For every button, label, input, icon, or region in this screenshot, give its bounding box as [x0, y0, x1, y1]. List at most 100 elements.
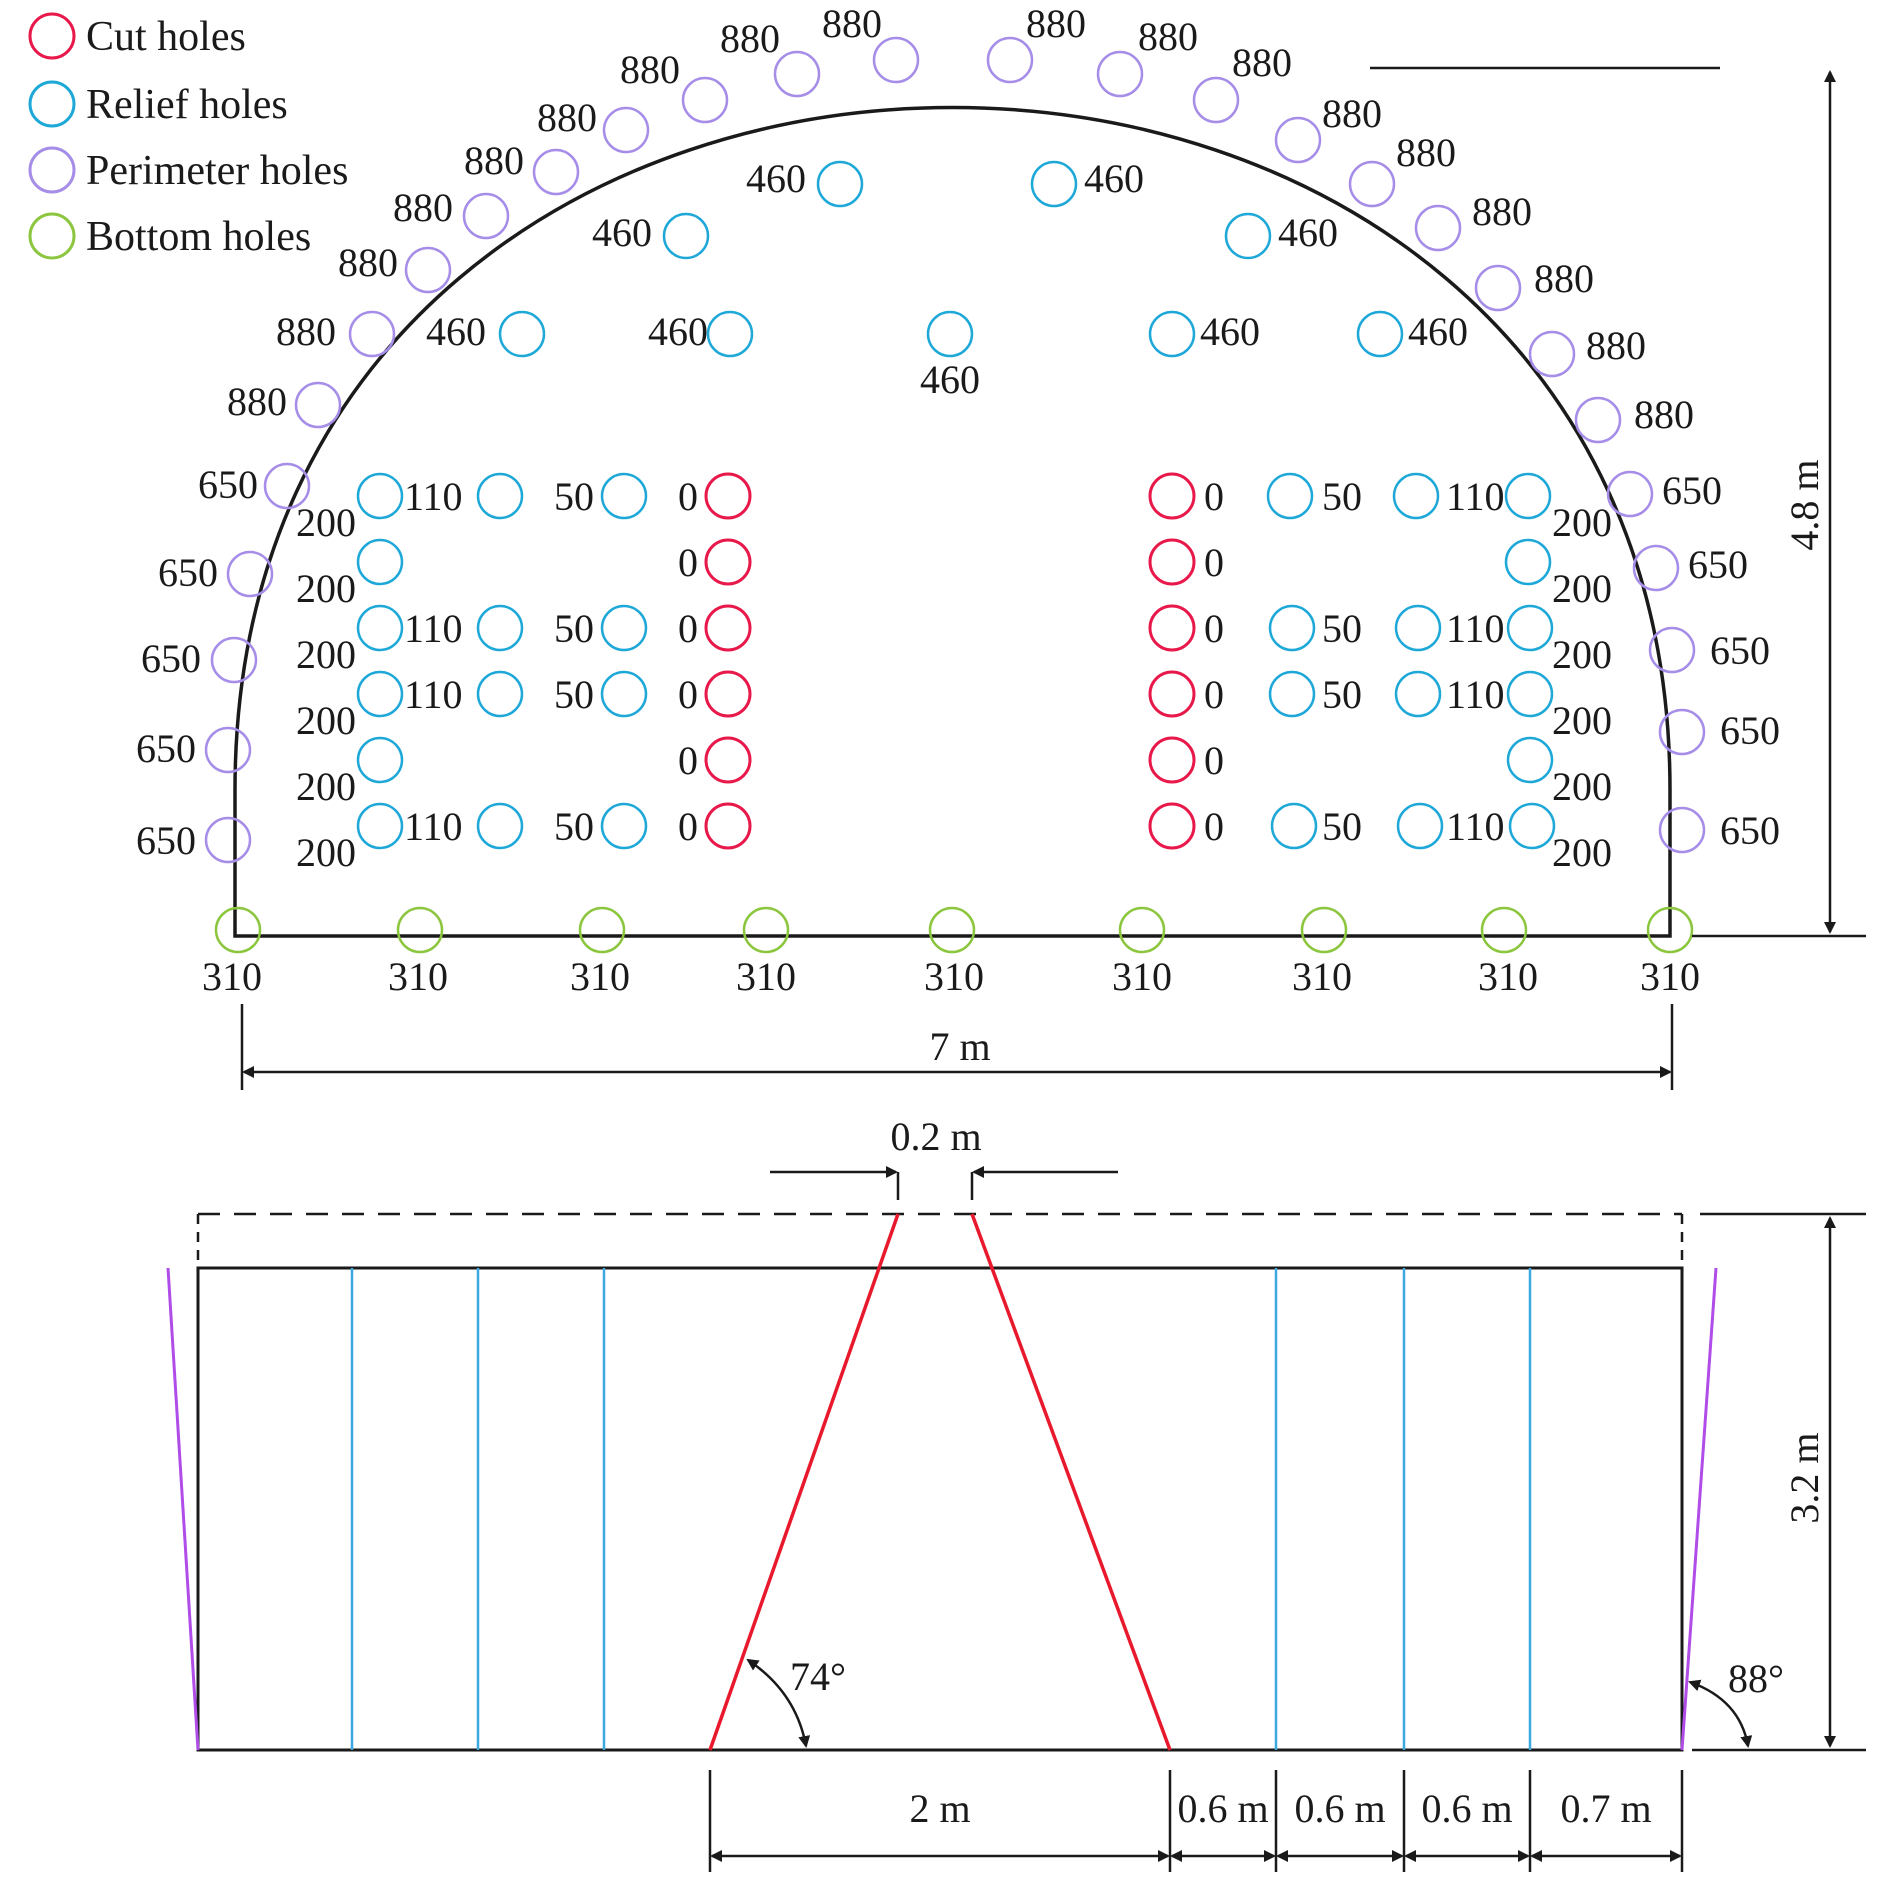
relief-hole: [356, 670, 404, 718]
legend: Cut holes Relief holes Perimeter holes B…: [28, 12, 348, 260]
bottom-hole: [928, 906, 976, 954]
perimeter-hole-label: 650: [1662, 468, 1722, 513]
relief-hole: [1506, 736, 1554, 784]
relief-hole: [1394, 604, 1442, 652]
perimeter-hole: [986, 36, 1034, 84]
cut-hole: [704, 538, 752, 586]
relief-hole: [1356, 310, 1404, 358]
relief-hole-label: 110: [1446, 474, 1505, 519]
bottom-holes: 310 310 310 310 310 310 310 310 310: [202, 906, 1700, 999]
relief-hole: [1270, 802, 1318, 850]
relief-hole: [706, 310, 754, 358]
relief-hole-label: 460: [1200, 309, 1260, 354]
cut-hole-label: 0: [678, 804, 698, 849]
relief-hole-label: 460: [648, 309, 708, 354]
relief-hole: [356, 604, 404, 652]
perimeter-hole: [1414, 204, 1462, 252]
relief-hole: [356, 538, 404, 586]
cut-holes-left: 0 0 0 0 0 0: [678, 472, 752, 850]
bottom-hole-label: 310: [388, 954, 448, 999]
relief-hole-label: 460: [1084, 156, 1144, 201]
perimeter-hole-label: 650: [198, 462, 258, 507]
perimeter-hole: [210, 636, 258, 684]
perimeter-hole-label: 650: [1688, 542, 1748, 587]
legend-item-cut: Cut holes: [28, 12, 246, 60]
perimeter-hole: [1274, 116, 1322, 164]
cut-hole-label: 0: [1204, 804, 1224, 849]
relief-hole-label: 50: [554, 672, 594, 717]
relief-hole: [1508, 802, 1556, 850]
cut-hole-label: 0: [678, 738, 698, 783]
relief-hole: [816, 160, 864, 208]
perimeter-hole-label: 880: [1586, 323, 1646, 368]
depth-dimension-label: 3.2 m: [1782, 1432, 1827, 1523]
relief-hole-label: 110: [404, 804, 463, 849]
bottom-hole-label: 310: [1478, 954, 1538, 999]
cut-hole: [704, 670, 752, 718]
relief-hole: [476, 604, 524, 652]
perimeter-hole: [1606, 470, 1654, 518]
relief-hole-label: 110: [404, 474, 463, 519]
perimeter-hole: [1658, 708, 1706, 756]
bottom-hole-label: 310: [1112, 954, 1172, 999]
cut-hole-label: 0: [678, 672, 698, 717]
relief-hole: [662, 212, 710, 260]
perimeter-hole: [1474, 264, 1522, 312]
relief-hole-label: 50: [554, 606, 594, 651]
relief-hole-label: 50: [1322, 474, 1362, 519]
relief-hole: [356, 736, 404, 784]
cut-hole-label: 0: [678, 606, 698, 651]
tunnel-section-outline: [233, 105, 1672, 938]
width-dimension-label: 7 m: [929, 1024, 990, 1069]
cut-hole-label: 0: [678, 474, 698, 519]
perimeter-hole-label: 880: [720, 16, 780, 61]
spacing-label: 0.6 m: [1177, 1786, 1268, 1831]
relief-hole: [356, 802, 404, 850]
relief-hole-label: 110: [1446, 672, 1505, 717]
cut-gap-dimension: [770, 1166, 1118, 1200]
perimeter-hole: [1658, 806, 1706, 854]
cut-hole-line-right: [970, 1213, 1172, 1751]
perimeter-hole: [404, 246, 452, 294]
relief-hole-label: 50: [554, 804, 594, 849]
height-dimension: [1370, 66, 1866, 938]
bottom-hole: [742, 906, 790, 954]
perimeter-hole-label: 880: [822, 1, 882, 46]
relief-hole-label: 110: [404, 606, 463, 651]
relief-hole-label: 50: [1322, 606, 1362, 651]
relief-hole-label: 200: [1552, 566, 1612, 611]
relief-hole: [1506, 604, 1554, 652]
relief-columns-left: 200 200 200 200 200 200 110 110 110 110 …: [296, 472, 648, 875]
bottom-hole: [1300, 906, 1348, 954]
perimeter-hole-label: 650: [136, 726, 196, 771]
relief-hole-label: 200: [1552, 830, 1612, 875]
depth-dimension: [1692, 1212, 1866, 1752]
relief-hole-label: 200: [296, 764, 356, 809]
relief-columns-right: 50 50 50 50 110 110 110 110 200 200 200 …: [1266, 472, 1612, 875]
perimeter-hole-label: 880: [1472, 189, 1532, 234]
cut-hole: [704, 472, 752, 520]
cut-hole-label: 0: [1204, 606, 1224, 651]
relief-hole-label: 460: [746, 156, 806, 201]
legend-swatch-perimeter: [28, 146, 76, 194]
perimeter-hole-label: 880: [464, 138, 524, 183]
relief-hole: [1268, 604, 1316, 652]
perimeter-hole: [1528, 330, 1576, 378]
relief-hole-label: 200: [1552, 698, 1612, 743]
relief-hole: [498, 310, 546, 358]
cut-hole-label: 0: [678, 540, 698, 585]
perimeter-hole: [226, 550, 274, 598]
perimeter-hole: [681, 76, 729, 124]
bottom-hole: [396, 906, 444, 954]
perimeter-hole: [204, 816, 252, 864]
cut-hole-label: 0: [1204, 540, 1224, 585]
relief-hole-label: 50: [1322, 672, 1362, 717]
cut-hole: [704, 604, 752, 652]
relief-hole-label: 110: [1446, 606, 1505, 651]
perimeter-hole-label: 880: [620, 47, 680, 92]
relief-hole: [476, 472, 524, 520]
relief-hole-label: 200: [1552, 500, 1612, 545]
cut-hole: [704, 736, 752, 784]
perimeter-hole-label: 650: [141, 636, 201, 681]
cut-hole-label: 0: [1204, 474, 1224, 519]
